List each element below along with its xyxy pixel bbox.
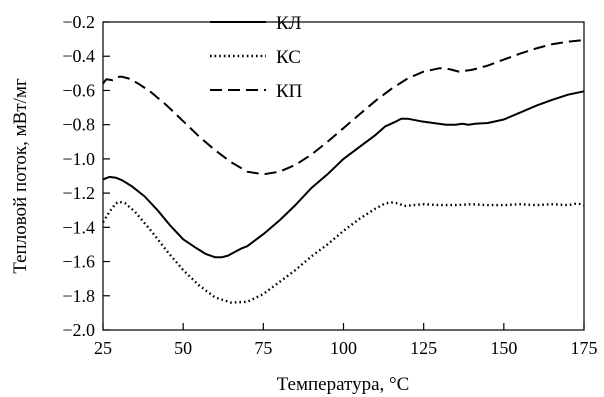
y-tick-label: −0.8 bbox=[62, 115, 95, 135]
y-tick-label: −2.0 bbox=[62, 320, 95, 340]
x-tick-label: 150 bbox=[490, 338, 517, 358]
y-axis-ticks: −2.0 −1.8 −1.6 −1.4 −1.2 −1.0 −0.8 −0.6 −0.4 −0.2 bbox=[62, 12, 110, 340]
x-axis-title: Температура, °C bbox=[277, 374, 410, 395]
legend-label-1: КЛ bbox=[276, 13, 302, 34]
x-tick-label: 75 bbox=[254, 338, 272, 358]
series-layer bbox=[101, 39, 585, 304]
y-tick-label: −0.6 bbox=[62, 80, 95, 100]
series-line-1 bbox=[102, 90, 585, 259]
y-tick-label: −1.8 bbox=[62, 286, 95, 306]
x-tick-label: 125 bbox=[410, 338, 437, 358]
y-tick-label: −1.0 bbox=[62, 149, 95, 169]
y-tick-label: −1.2 bbox=[62, 183, 95, 203]
x-axis-ticks: 25 50 75 100 125 150 175 bbox=[94, 323, 598, 358]
y-tick-label: −0.2 bbox=[62, 12, 95, 32]
legend-label-2: КС bbox=[276, 47, 301, 68]
legend-label-3: КП bbox=[276, 81, 303, 102]
y-tick-label: −0.4 bbox=[62, 46, 95, 66]
series-line-2 bbox=[101, 200, 585, 304]
x-tick-label: 25 bbox=[94, 338, 112, 358]
series-line-3 bbox=[102, 39, 585, 176]
y-tick-label: −1.6 bbox=[62, 252, 95, 272]
x-tick-label: 175 bbox=[571, 338, 598, 358]
x-tick-label: 50 bbox=[174, 338, 192, 358]
y-tick-label: −1.4 bbox=[62, 217, 95, 237]
plot-area-frame bbox=[102, 21, 585, 331]
x-tick-label: 100 bbox=[330, 338, 357, 358]
y-axis-title: Тепловой поток, мВт/мг bbox=[10, 78, 31, 274]
legend: КЛ КС КП bbox=[210, 13, 303, 102]
